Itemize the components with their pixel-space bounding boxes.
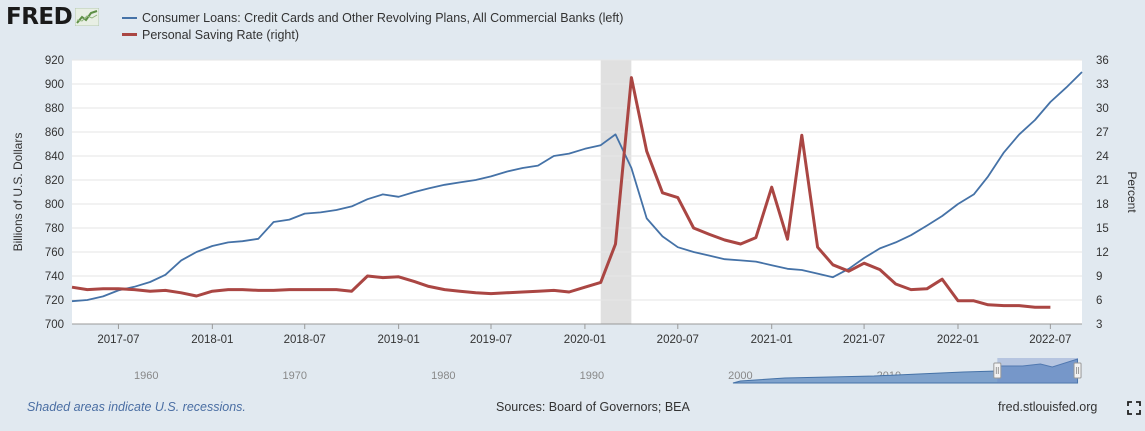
navigator-handle-right[interactable] xyxy=(1073,362,1082,379)
left-tick-label: 920 xyxy=(45,55,64,67)
fred-logo[interactable]: FRED xyxy=(6,4,100,30)
navigator-year-label: 1970 xyxy=(283,370,307,382)
legend-label: Consumer Loans: Credit Cards and Other R… xyxy=(142,10,624,25)
right-tick-label: 3 xyxy=(1096,319,1102,331)
navigator-year-label: 1960 xyxy=(134,370,158,382)
x-tick-label: 2019-01 xyxy=(378,334,420,346)
legend-swatch-red xyxy=(122,33,137,36)
chart-header: FRED Consumer Loans: Credit Cards and Ot… xyxy=(0,0,1145,50)
left-tick-label: 800 xyxy=(45,199,64,211)
left-tick-label: 880 xyxy=(45,103,64,115)
left-tick-label: 860 xyxy=(45,127,64,139)
left-axis-title: Billions of U.S. Dollars xyxy=(11,133,25,252)
right-tick-label: 24 xyxy=(1096,151,1109,163)
right-tick-label: 27 xyxy=(1096,127,1109,139)
series-line-credit-card-loans xyxy=(71,71,1083,303)
navigator-handle-left[interactable] xyxy=(993,362,1002,379)
left-tick-label: 760 xyxy=(45,247,64,259)
dual-axis-line-chart: 7007207407607808008208408608809009203691… xyxy=(11,55,1139,384)
right-tick-label: 36 xyxy=(1096,55,1109,67)
navigator-year-label: 1990 xyxy=(580,370,604,382)
x-tick-label: 2018-07 xyxy=(284,334,326,346)
x-tick-label: 2022-01 xyxy=(937,334,979,346)
recession-note: Shaded areas indicate U.S. recessions. xyxy=(27,400,246,414)
x-tick-label: 2017-07 xyxy=(97,334,139,346)
x-tick-label: 2022-07 xyxy=(1029,334,1071,346)
left-tick-label: 840 xyxy=(45,151,64,163)
recession-shading xyxy=(600,60,632,324)
series-line-saving-rate xyxy=(71,76,1051,309)
right-tick-label: 9 xyxy=(1096,271,1102,283)
legend-item-saving-rate[interactable]: Personal Saving Rate (right) xyxy=(122,26,623,43)
right-tick-label: 21 xyxy=(1096,175,1109,187)
navigator-year-label: 2000 xyxy=(728,370,752,382)
navigator-year-label: 1980 xyxy=(431,370,455,382)
legend-item-credit-card-loans[interactable]: Consumer Loans: Credit Cards and Other R… xyxy=(122,9,623,26)
right-tick-label: 30 xyxy=(1096,103,1109,115)
left-tick-label: 720 xyxy=(45,295,64,307)
left-tick-label: 780 xyxy=(45,223,64,235)
left-tick-label: 740 xyxy=(45,271,64,283)
right-tick-label: 6 xyxy=(1096,295,1102,307)
legend-label: Personal Saving Rate (right) xyxy=(142,27,300,42)
left-tick-label: 700 xyxy=(45,319,64,331)
legend-swatch-blue xyxy=(122,16,137,19)
right-axis-title: Percent xyxy=(1125,171,1139,213)
x-tick-label: 2020-07 xyxy=(657,334,699,346)
right-tick-label: 15 xyxy=(1096,223,1109,235)
left-tick-label: 820 xyxy=(45,175,64,187)
navigator-selection[interactable] xyxy=(997,358,1078,383)
right-tick-label: 12 xyxy=(1096,247,1109,259)
sources-text: Sources: Board of Governors; BEA xyxy=(496,400,690,414)
plot-area xyxy=(72,60,1082,324)
x-tick-label: 2021-01 xyxy=(751,334,793,346)
fred-logo-text: FRED xyxy=(6,4,73,30)
fred-chart-icon xyxy=(75,8,100,26)
fred-site-link[interactable]: fred.stlouisfed.org xyxy=(998,400,1098,414)
right-tick-label: 18 xyxy=(1096,199,1109,211)
left-tick-label: 900 xyxy=(45,79,64,91)
fullscreen-icon[interactable] xyxy=(1127,401,1141,415)
right-tick-label: 33 xyxy=(1096,79,1109,91)
chart-legend: Consumer Loans: Credit Cards and Other R… xyxy=(122,9,623,43)
x-tick-label: 2020-01 xyxy=(564,334,606,346)
x-tick-label: 2021-07 xyxy=(843,334,885,346)
x-tick-label: 2019-07 xyxy=(470,334,512,346)
x-tick-label: 2018-01 xyxy=(191,334,233,346)
